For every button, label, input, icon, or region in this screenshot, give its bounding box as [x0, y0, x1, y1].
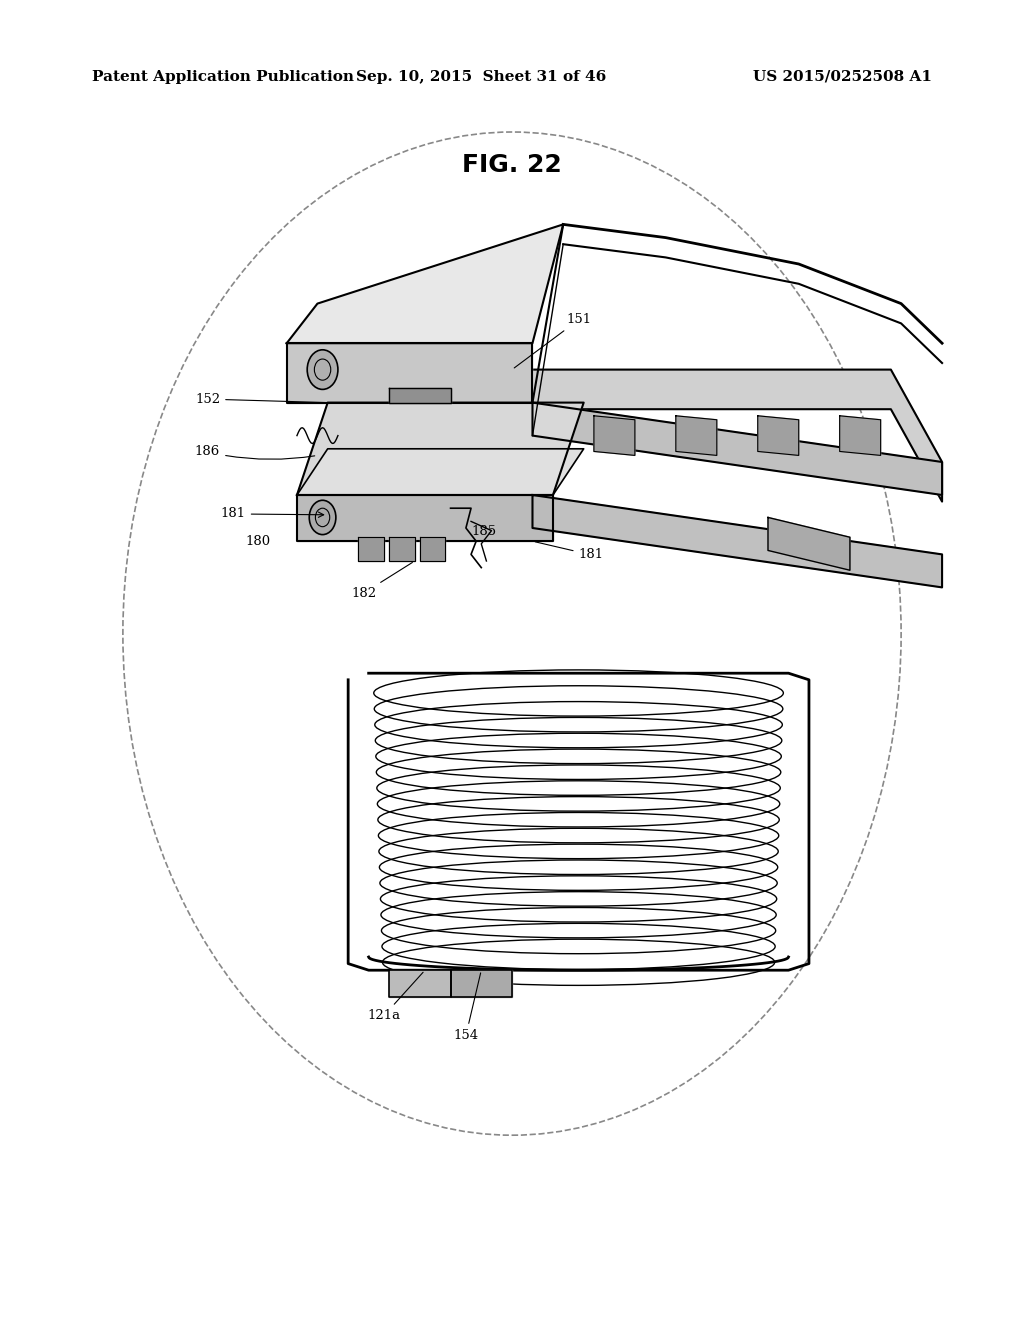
- Text: 180: 180: [246, 535, 271, 548]
- Polygon shape: [297, 403, 584, 495]
- Polygon shape: [676, 416, 717, 455]
- Polygon shape: [594, 416, 635, 455]
- Text: 154: 154: [454, 973, 480, 1041]
- Text: Sep. 10, 2015  Sheet 31 of 46: Sep. 10, 2015 Sheet 31 of 46: [356, 70, 606, 83]
- Circle shape: [307, 350, 338, 389]
- Polygon shape: [389, 537, 415, 561]
- Polygon shape: [840, 416, 881, 455]
- Polygon shape: [297, 449, 584, 495]
- Text: 186: 186: [195, 445, 314, 459]
- Polygon shape: [287, 224, 563, 343]
- Polygon shape: [768, 517, 850, 570]
- Text: 121a: 121a: [368, 973, 423, 1022]
- Text: US 2015/0252508 A1: US 2015/0252508 A1: [753, 70, 932, 83]
- Text: 182: 182: [351, 562, 413, 599]
- Text: 151: 151: [514, 313, 591, 368]
- Polygon shape: [389, 388, 451, 403]
- Text: 152: 152: [195, 392, 325, 405]
- Circle shape: [309, 500, 336, 535]
- Polygon shape: [297, 495, 553, 541]
- Text: FIG. 22: FIG. 22: [462, 153, 562, 177]
- Polygon shape: [451, 970, 512, 997]
- Polygon shape: [328, 370, 942, 502]
- Text: 181: 181: [536, 541, 604, 561]
- Polygon shape: [420, 537, 445, 561]
- Polygon shape: [358, 537, 384, 561]
- Text: 185: 185: [471, 524, 497, 537]
- Text: 181: 181: [220, 507, 324, 520]
- Text: Patent Application Publication: Patent Application Publication: [92, 70, 354, 83]
- Polygon shape: [532, 403, 942, 495]
- Polygon shape: [389, 970, 451, 997]
- Polygon shape: [287, 343, 532, 403]
- Polygon shape: [758, 416, 799, 455]
- Polygon shape: [532, 495, 942, 587]
